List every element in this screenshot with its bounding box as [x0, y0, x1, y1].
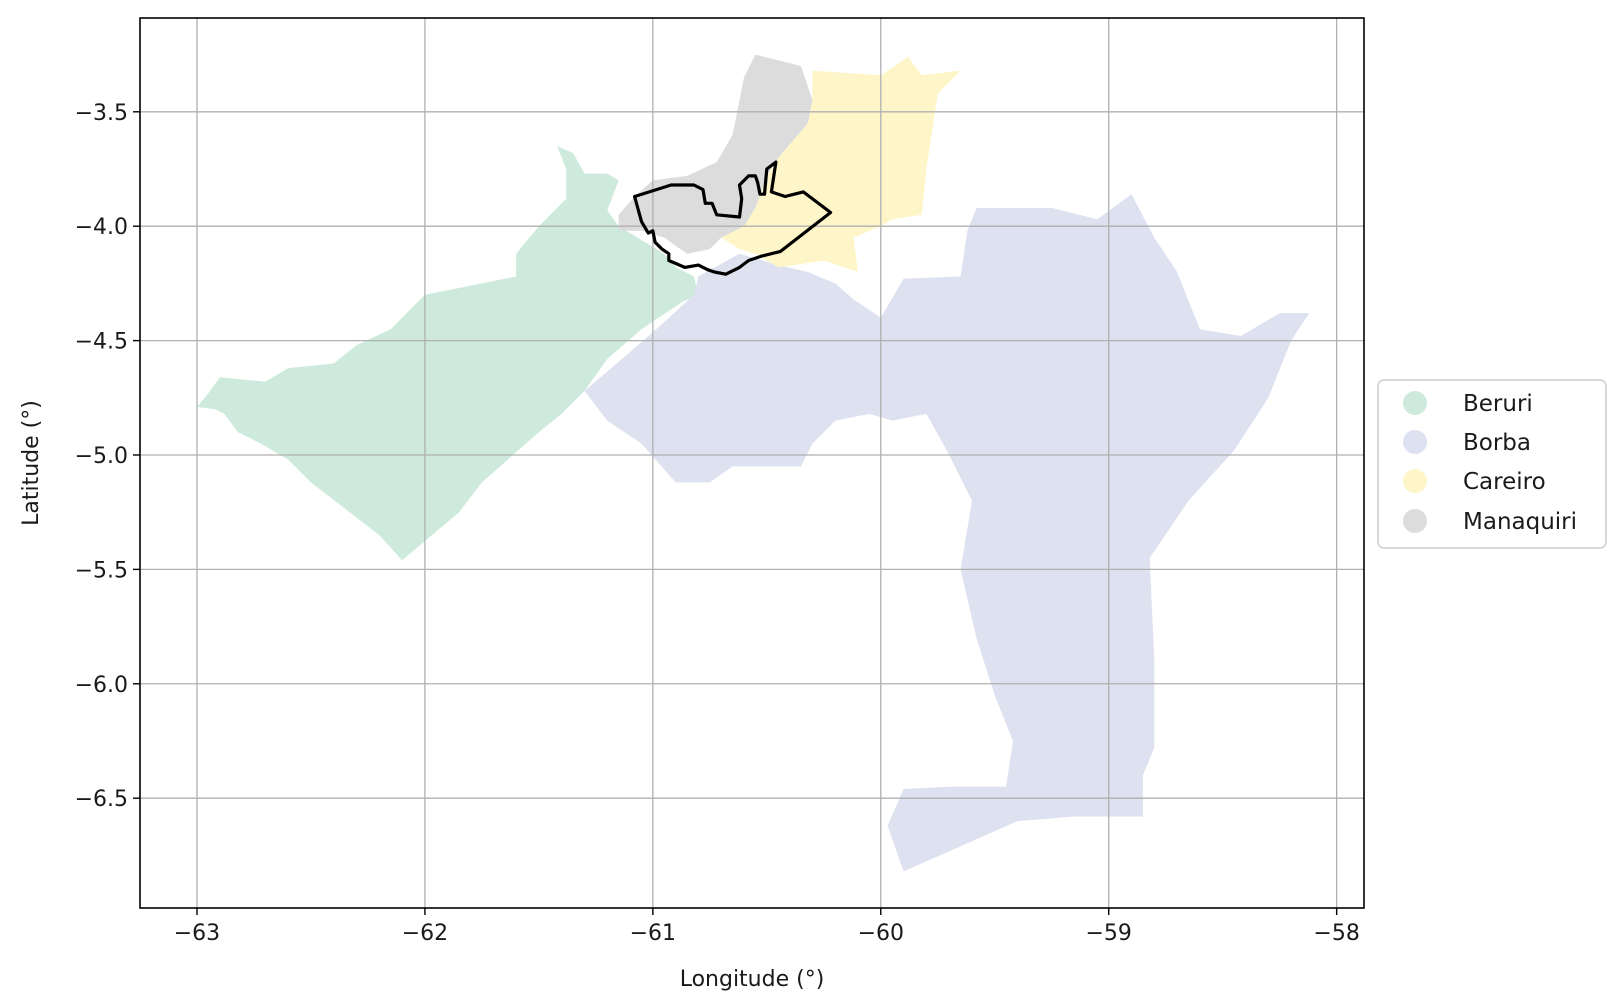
legend-marker-manaquiri [1403, 509, 1427, 533]
plot-frame [139, 17, 1365, 909]
y-tick-label: −4.0 [75, 215, 128, 240]
region-borba [584, 194, 1310, 872]
legend-marker-borba [1403, 430, 1427, 454]
y-tick-label: −6.0 [75, 673, 128, 698]
grid-layer [140, 18, 1364, 908]
y-axis-ticks: −3.5 −4.0 −4.5 −5.0 −5.5 −6.0 −6.5 [75, 101, 140, 812]
legend-label-beruri: Beruri [1463, 391, 1533, 417]
x-axis-ticks: −63 −62 −61 −60 −59 −58 [174, 908, 1360, 946]
legend-marker-beruri [1403, 391, 1427, 415]
region-careiro [721, 56, 961, 273]
x-tick-label: −63 [174, 921, 220, 946]
x-tick-label: −60 [858, 921, 904, 946]
x-tick-label: −62 [402, 921, 448, 946]
regions-layer [197, 54, 1310, 872]
legend-label-careiro: Careiro [1463, 469, 1546, 495]
region-beruri [197, 146, 699, 561]
y-axis-label: Latitude (°) [19, 400, 44, 526]
y-tick-label: −4.5 [75, 330, 128, 355]
legend: Beruri Borba Careiro Manaquiri [1377, 379, 1607, 549]
x-tick-label: −61 [630, 921, 676, 946]
x-axis-label: Longitude (°) [680, 967, 825, 992]
highlight-outline [632, 160, 833, 276]
x-tick-label: −59 [1085, 921, 1131, 946]
y-tick-label: −5.0 [75, 444, 128, 469]
legend-box [1377, 379, 1607, 549]
region-manaquiri [618, 54, 813, 254]
x-tick-label: −58 [1313, 921, 1359, 946]
y-tick-label: −6.5 [75, 787, 128, 812]
highlight-outline-layer [632, 160, 833, 276]
y-tick-label: −5.5 [75, 558, 128, 583]
legend-marker-careiro [1403, 469, 1427, 493]
legend-label-borba: Borba [1463, 430, 1531, 456]
legend-label-manaquiri: Manaquiri [1463, 509, 1577, 535]
y-tick-label: −3.5 [75, 101, 128, 126]
